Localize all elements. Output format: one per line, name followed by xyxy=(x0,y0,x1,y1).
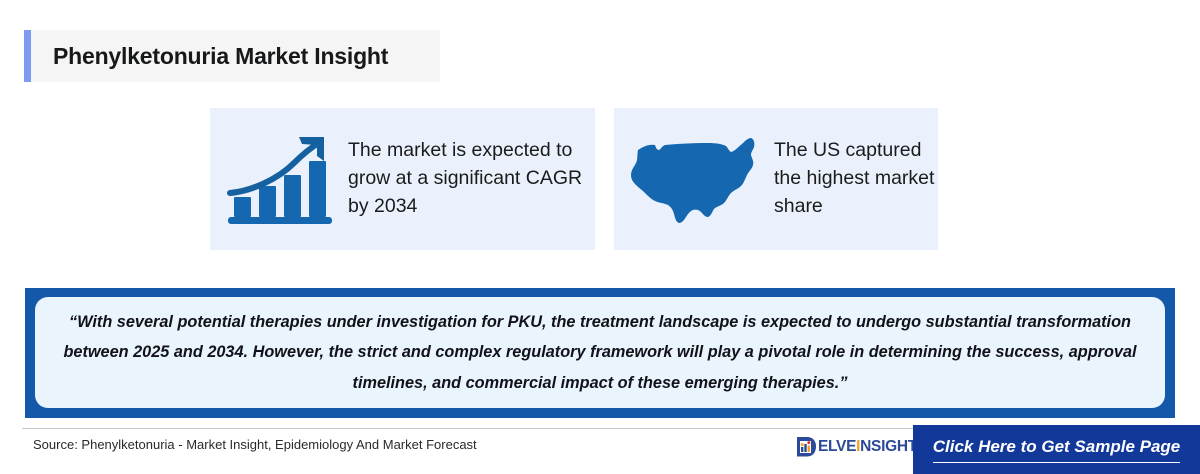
quote-inner-panel: “With several potential therapies under … xyxy=(35,297,1165,408)
page-header: Phenylketonuria Market Insight xyxy=(24,30,440,82)
insight-cards-row: The market is expected to grow at a sign… xyxy=(210,108,938,250)
insight-card-us-share: The US captured the highest market share xyxy=(614,108,938,250)
bar-chart-growth-icon xyxy=(226,131,334,227)
quote-text: “With several potential therapies under … xyxy=(63,313,1137,392)
insight-card-market-cagr: The market is expected to grow at a sign… xyxy=(210,108,595,250)
delveinsight-logo-icon xyxy=(797,437,816,457)
insight-card-text: The US captured the highest market share xyxy=(774,139,935,217)
get-sample-page-button[interactable]: Click Here to Get Sample Page xyxy=(913,425,1200,474)
logo-word-part-1: ELVE xyxy=(818,438,857,455)
cta-label: Click Here to Get Sample Page xyxy=(932,437,1181,463)
header-accent-bar xyxy=(24,30,31,82)
insight-card-text: The market is expected to grow at a sign… xyxy=(348,139,583,217)
quote-callout-box: “With several potential therapies under … xyxy=(25,288,1175,418)
footer-divider xyxy=(22,428,1178,429)
page-title: Phenylketonuria Market Insight xyxy=(53,42,389,69)
us-map-icon xyxy=(626,133,768,225)
logo-word-part-i: I xyxy=(856,438,861,455)
logo-word-part-2: NSIGHT xyxy=(860,438,917,455)
delveinsight-logo[interactable]: ELVEINSIGHT xyxy=(796,434,917,460)
source-caption: Source: Phenylketonuria - Market Insight… xyxy=(33,437,477,452)
delveinsight-logo-text: ELVEINSIGHT xyxy=(818,438,917,456)
